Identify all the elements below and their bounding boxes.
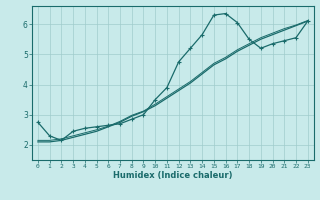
X-axis label: Humidex (Indice chaleur): Humidex (Indice chaleur) bbox=[113, 171, 233, 180]
